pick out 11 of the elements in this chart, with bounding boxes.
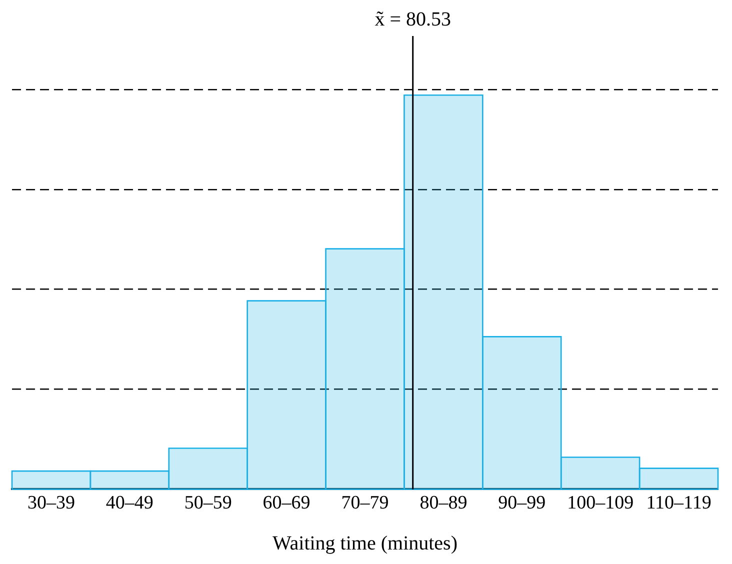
x-tick-label: 90–99 bbox=[498, 492, 546, 514]
x-tick-label: 110–119 bbox=[646, 492, 712, 514]
x-tick-label: 50–59 bbox=[184, 492, 232, 514]
x-tick-label: 30–39 bbox=[27, 492, 75, 514]
x-axis-title: Waiting time (minutes) bbox=[272, 532, 458, 554]
x-tick-label: 40–49 bbox=[106, 492, 154, 514]
x-tick-label: 60–69 bbox=[262, 492, 310, 514]
x-tick-label: 100–109 bbox=[567, 492, 634, 514]
ref-line-label: x̃ = 80.53 bbox=[374, 8, 451, 30]
x-tick-label: 70–79 bbox=[341, 492, 389, 514]
x-tick-label: 80–89 bbox=[420, 492, 468, 514]
